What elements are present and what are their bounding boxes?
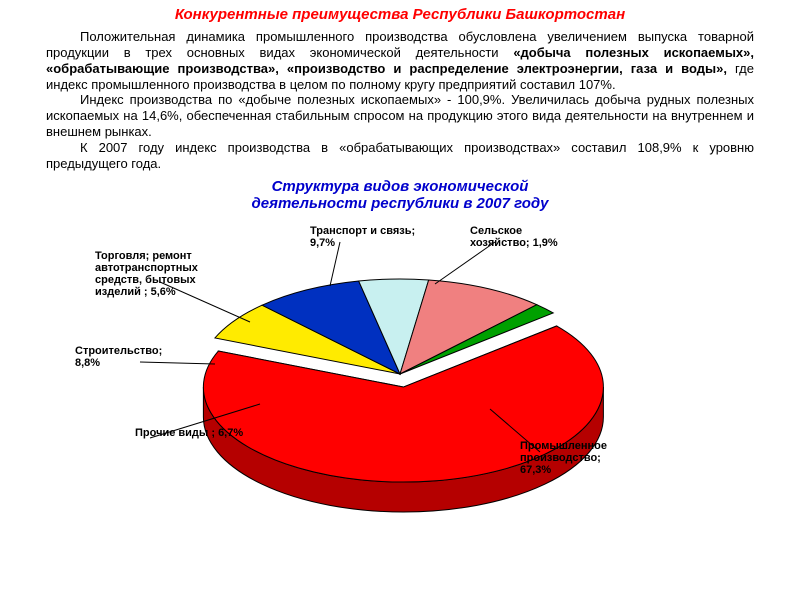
pie-svg: Промышленноепроизводство;67,3%Прочие вид… bbox=[0, 214, 800, 524]
paragraph-1: Положительная динамика промышленного про… bbox=[46, 29, 754, 92]
slide: Конкурентные преимущества Республики Баш… bbox=[0, 6, 800, 600]
pie-chart: Промышленноепроизводство;67,3%Прочие вид… bbox=[0, 214, 800, 524]
chart-title: Структура видов экономической деятельнос… bbox=[0, 178, 800, 212]
p3-text: К 2007 году индекс производства в «обраб… bbox=[46, 140, 754, 171]
label-agri: Сельскоехозяйство; 1,9% bbox=[470, 225, 558, 249]
paragraph-2: Индекс производства по «добыче полезных … bbox=[46, 92, 754, 140]
chart-title-line2: деятельности республики в 2007 году bbox=[252, 195, 549, 212]
leader-construction bbox=[140, 362, 215, 364]
page-title: Конкурентные преимущества Республики Баш… bbox=[40, 6, 760, 23]
label-trade: Торговля; ремонтавтотранспортныхсредств,… bbox=[95, 250, 199, 298]
paragraph-3: К 2007 году индекс производства в «обраб… bbox=[46, 140, 754, 172]
label-other: Прочие виды ; 6,7% bbox=[135, 427, 243, 439]
label-construction: Строительство;8,8% bbox=[75, 345, 162, 369]
label-transport: Транспорт и связь;9,7% bbox=[310, 225, 415, 249]
p2-text: Индекс производства по «добыче полезных … bbox=[46, 92, 754, 139]
chart-title-line1: Структура видов экономической bbox=[272, 178, 529, 195]
